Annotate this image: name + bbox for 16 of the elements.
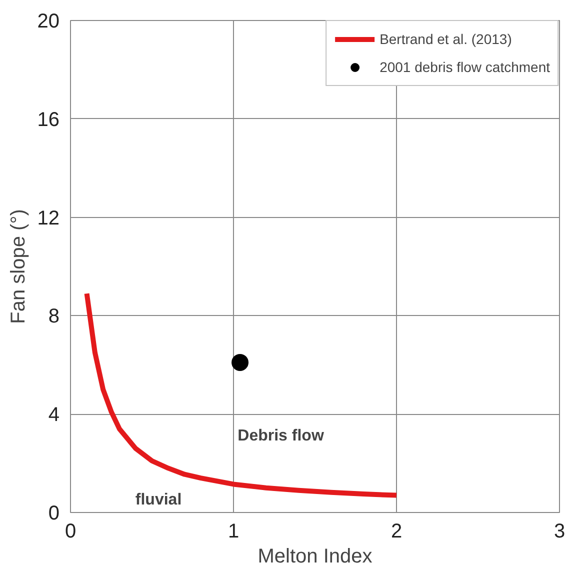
annotation: Debris flow	[238, 428, 324, 445]
x-tick-label: 0	[64, 520, 76, 542]
y-tick-label: 16	[37, 108, 60, 131]
y-tick-label: 4	[48, 404, 60, 426]
x-axis-title: Melton Index	[258, 546, 372, 568]
y-tick-label: 8	[48, 306, 60, 328]
y-tick-label: 0	[48, 502, 60, 524]
legend-label: Bertrand et al. (2013)	[380, 31, 512, 47]
y-axis-title: Fan slope (°)	[7, 209, 30, 324]
legend-label: 2001 debris flow catchment	[380, 59, 550, 75]
x-tick-label: 3	[554, 520, 566, 542]
y-tick-label: 20	[37, 10, 60, 32]
x-tick-label: 1	[228, 520, 240, 542]
annotation: fluvial	[135, 492, 182, 509]
x-tick-label: 2	[390, 520, 402, 542]
y-tick-label: 12	[37, 207, 60, 230]
